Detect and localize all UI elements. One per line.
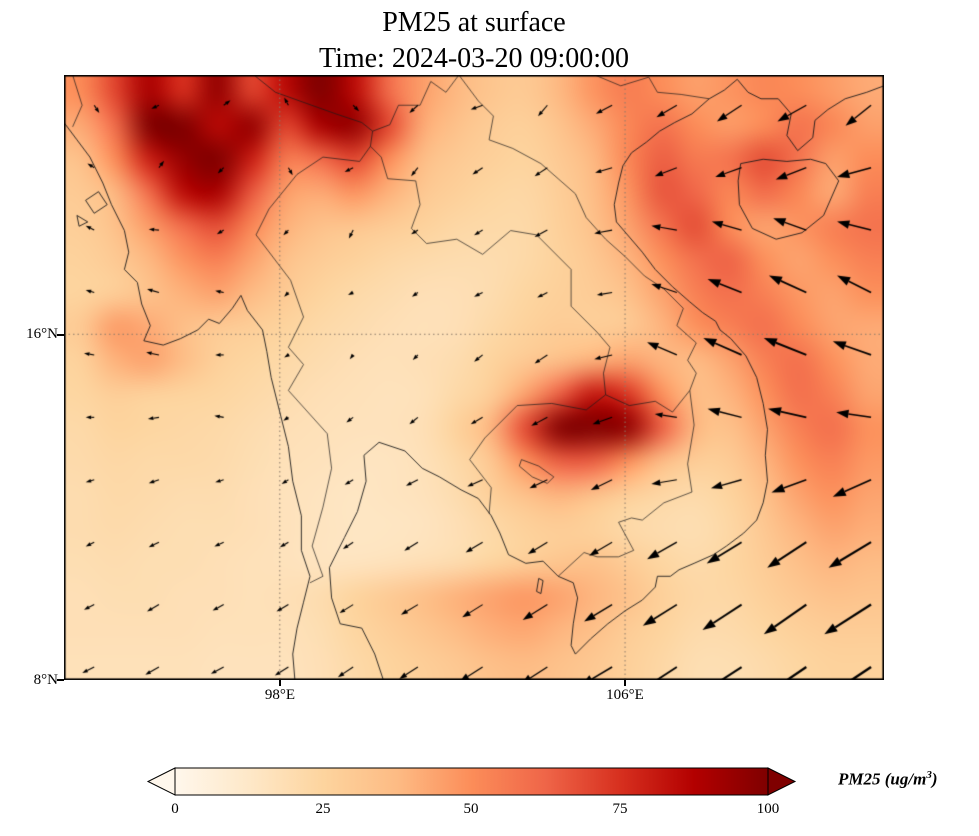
colorbar-label-close: ) [931,769,938,789]
colorbar-tick-25: 25 [315,801,331,817]
colorbar-label-sup: 3 [926,769,932,781]
colorbar-body [174,767,769,796]
colorbar-extend-min-arrow [146,767,176,796]
colorbar-tick-0: 0 [171,801,179,817]
y-tickmark-8n [57,679,64,681]
y-tick-label-8n: 8°N [33,672,58,688]
colorbar-extend-max-arrow [767,767,797,796]
y-tick-label-16n: 16°N [26,326,58,342]
plot-title-line1: PM25 at surface [382,7,566,38]
colorbar-gradient-bar [146,767,797,796]
colorbar [140,763,840,807]
y-tickmark-16n [57,334,64,336]
colorbar-tick-100: 100 [756,801,780,817]
x-tickmark-98e [279,680,281,686]
colorbar-label-text: PM25 (ug/m [838,769,927,789]
plot-title-line2: Time: 2024-03-20 09:00:00 [318,43,630,74]
colorbar-tick-50: 50 [463,801,479,817]
colorbar-label: PM25 (ug/m3) [838,769,937,790]
colorbar-tick-75: 75 [612,801,628,817]
x-tick-label-98e: 98°E [264,687,296,703]
map-plot [64,75,884,680]
x-tick-label-106e: 106°E [606,687,644,703]
x-tickmark-106e [624,680,626,686]
